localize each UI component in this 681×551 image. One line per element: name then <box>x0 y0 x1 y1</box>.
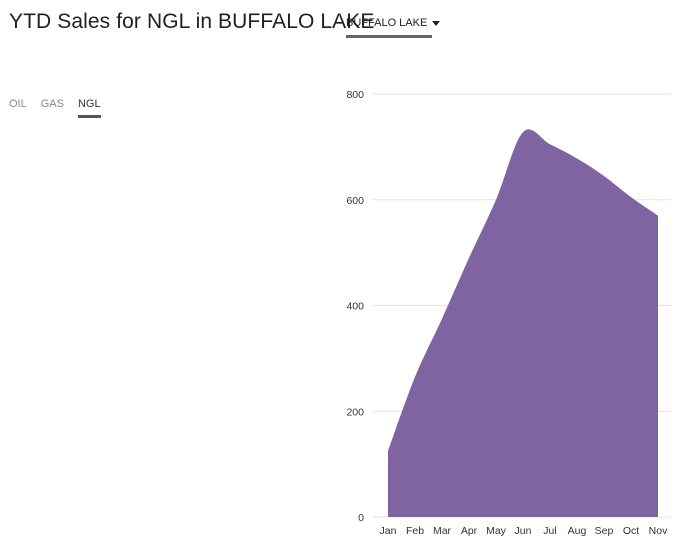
page-title: YTD Sales for NGL in BUFFALO LAKE <box>9 10 375 33</box>
sales-area-chart: 0 200 400 600 800 Jan Feb Mar Apr May Jun Jul Aug Sep… <box>346 89 671 537</box>
caret-down-icon <box>432 20 441 26</box>
y-tick-label-600: 600 <box>346 195 364 207</box>
product-tabs: OIL GAS NGL <box>9 98 101 118</box>
x-tick-label-may: May <box>486 525 507 537</box>
tab-gas[interactable]: GAS <box>40 98 64 110</box>
x-tick-label-oct: Oct <box>623 525 639 537</box>
x-tick-label-apr: Apr <box>461 525 478 537</box>
y-tick-label-0: 0 <box>358 512 364 524</box>
sales-chart: 0 200 400 600 800 Jan Feb Mar Apr May Jun Jul Aug Sep… <box>330 84 681 546</box>
x-tick-label-mar: Mar <box>433 525 452 537</box>
y-tick-label-200: 200 <box>346 406 364 418</box>
x-tick-label-sep: Sep <box>595 525 614 537</box>
x-tick-label-aug: Aug <box>568 525 587 537</box>
series-ngl-area <box>388 129 658 517</box>
location-dropdown-label: BUFFALO LAKE <box>346 17 428 29</box>
location-dropdown[interactable]: BUFFALO LAKE <box>346 17 441 38</box>
x-tick-label-jul: Jul <box>543 525 556 537</box>
tab-ngl[interactable]: NGL <box>77 98 101 118</box>
tab-oil[interactable]: OIL <box>9 98 27 110</box>
x-tick-label-jun: Jun <box>515 525 532 537</box>
y-tick-label-400: 400 <box>346 301 364 313</box>
x-tick-label-feb: Feb <box>406 525 424 537</box>
x-tick-label-nov: Nov <box>649 525 668 537</box>
y-tick-label-800: 800 <box>346 89 364 101</box>
x-tick-label-jan: Jan <box>380 525 397 537</box>
